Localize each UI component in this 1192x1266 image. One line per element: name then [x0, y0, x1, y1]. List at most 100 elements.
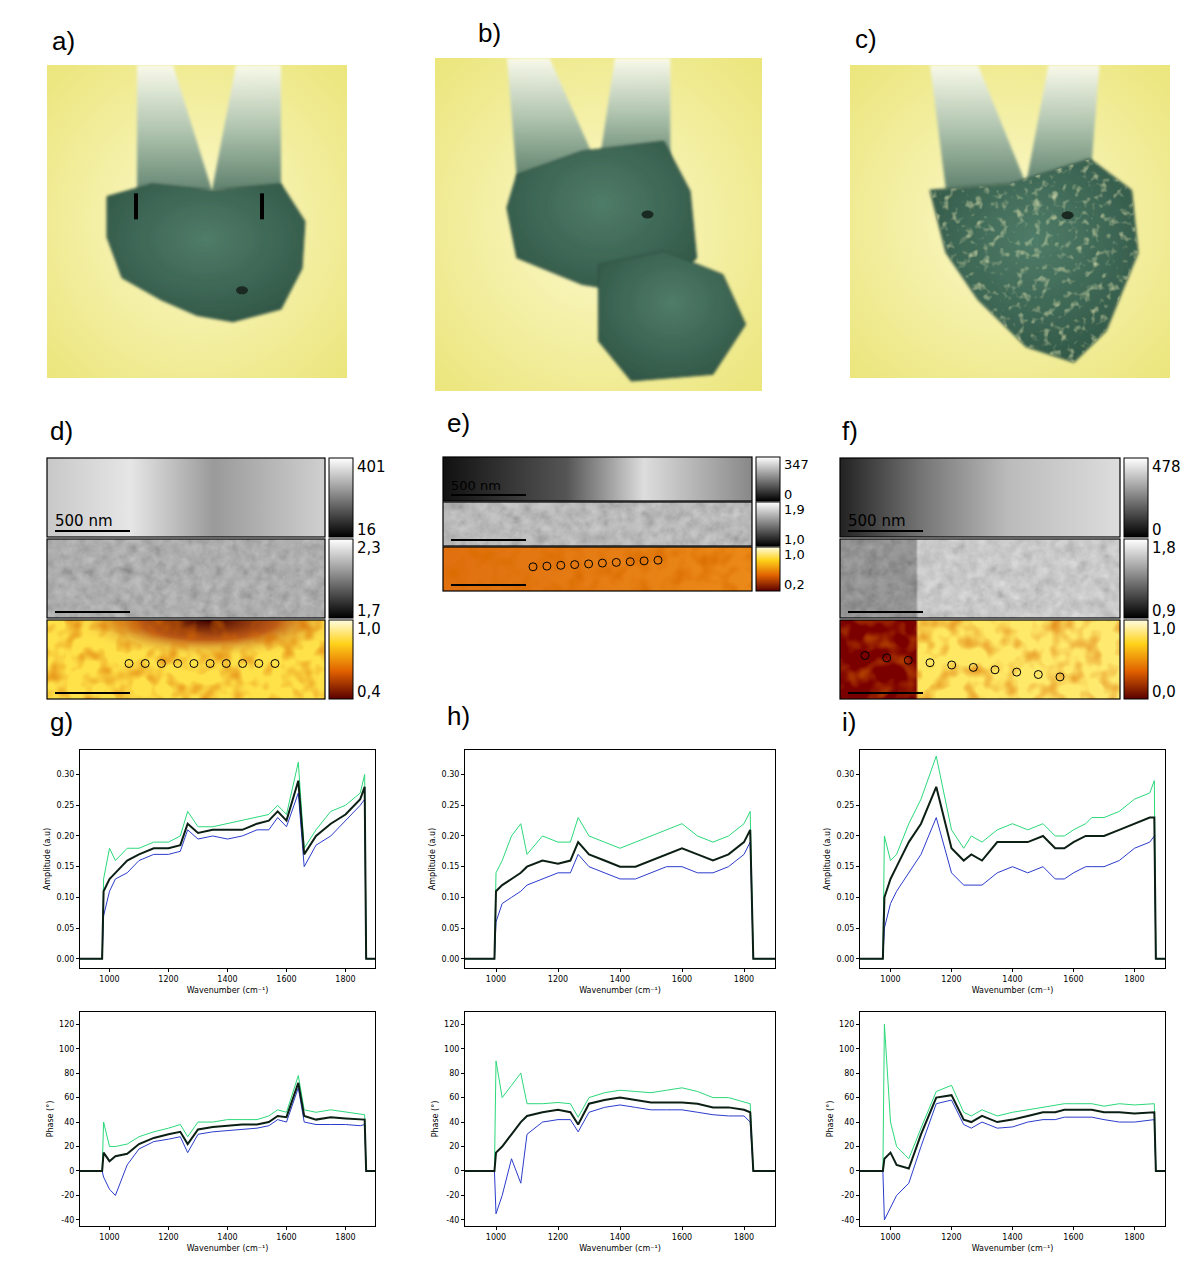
svg-text:1800: 1800 — [1124, 975, 1144, 984]
svg-text:1600: 1600 — [276, 1233, 296, 1242]
svg-text:0.20: 0.20 — [837, 832, 855, 841]
svg-text:-20: -20 — [61, 1191, 74, 1200]
svg-text:0.30: 0.30 — [57, 770, 75, 779]
svg-text:16: 16 — [357, 521, 376, 539]
svg-text:1800: 1800 — [734, 1233, 754, 1242]
svg-text:0.15: 0.15 — [837, 862, 855, 871]
svg-text:120: 120 — [444, 1020, 459, 1029]
svg-text:0.15: 0.15 — [57, 862, 75, 871]
svg-text:1800: 1800 — [1124, 1233, 1144, 1242]
svg-text:Wavenumber (cm⁻¹): Wavenumber (cm⁻¹) — [187, 986, 269, 995]
svg-text:1,0: 1,0 — [784, 547, 805, 562]
svg-text:1400: 1400 — [217, 975, 237, 984]
svg-text:40: 40 — [844, 1118, 854, 1127]
svg-text:1,0: 1,0 — [357, 620, 381, 638]
svg-text:1000: 1000 — [99, 975, 119, 984]
svg-text:100: 100 — [444, 1044, 459, 1053]
svg-text:0,4: 0,4 — [357, 683, 381, 701]
svg-text:1000: 1000 — [880, 975, 900, 984]
svg-text:0.25: 0.25 — [837, 801, 855, 810]
svg-text:1,9: 1,9 — [784, 502, 805, 517]
svg-text:60: 60 — [449, 1093, 459, 1102]
svg-text:f): f) — [842, 416, 858, 446]
svg-text:1000: 1000 — [880, 1233, 900, 1242]
svg-text:Phase (°): Phase (°) — [431, 1101, 440, 1138]
svg-text:0: 0 — [849, 1167, 854, 1176]
svg-text:1400: 1400 — [1002, 1233, 1022, 1242]
svg-text:Phase (°): Phase (°) — [46, 1101, 55, 1138]
svg-text:1400: 1400 — [610, 1233, 630, 1242]
svg-text:1400: 1400 — [1002, 975, 1022, 984]
svg-text:80: 80 — [449, 1069, 459, 1078]
svg-text:20: 20 — [844, 1142, 854, 1151]
svg-text:1200: 1200 — [941, 1233, 961, 1242]
svg-text:0.20: 0.20 — [442, 832, 460, 841]
svg-text:1200: 1200 — [548, 1233, 568, 1242]
svg-text:20: 20 — [64, 1142, 74, 1151]
svg-text:0,0: 0,0 — [1152, 683, 1176, 701]
svg-text:Phase (°): Phase (°) — [826, 1101, 835, 1138]
svg-text:1000: 1000 — [99, 1233, 119, 1242]
svg-text:0: 0 — [454, 1167, 459, 1176]
svg-text:0.00: 0.00 — [57, 955, 75, 964]
svg-text:Wavenumber (cm⁻¹): Wavenumber (cm⁻¹) — [972, 1244, 1054, 1253]
svg-text:1800: 1800 — [335, 975, 355, 984]
svg-text:0.30: 0.30 — [837, 770, 855, 779]
svg-text:500 nm: 500 nm — [55, 512, 113, 530]
svg-text:1,8: 1,8 — [1152, 539, 1176, 557]
svg-text:0.10: 0.10 — [442, 893, 460, 902]
svg-text:1600: 1600 — [1063, 1233, 1083, 1242]
svg-text:Wavenumber (cm⁻¹): Wavenumber (cm⁻¹) — [579, 986, 661, 995]
svg-text:478: 478 — [1152, 458, 1181, 476]
svg-text:-20: -20 — [841, 1191, 854, 1200]
svg-text:0.00: 0.00 — [837, 955, 855, 964]
svg-text:1200: 1200 — [941, 975, 961, 984]
svg-text:120: 120 — [839, 1020, 854, 1029]
svg-text:b): b) — [478, 18, 501, 48]
svg-text:0.25: 0.25 — [57, 801, 75, 810]
svg-text:40: 40 — [64, 1118, 74, 1127]
svg-text:1200: 1200 — [548, 975, 568, 984]
svg-text:0.05: 0.05 — [442, 924, 460, 933]
svg-text:1400: 1400 — [217, 1233, 237, 1242]
svg-text:0.20: 0.20 — [57, 832, 75, 841]
svg-text:401: 401 — [357, 458, 386, 476]
svg-text:1800: 1800 — [335, 1233, 355, 1242]
svg-text:40: 40 — [449, 1118, 459, 1127]
svg-text:1,0: 1,0 — [1152, 620, 1176, 638]
svg-text:347: 347 — [784, 457, 809, 472]
svg-text:1200: 1200 — [158, 975, 178, 984]
svg-text:1000: 1000 — [486, 975, 506, 984]
svg-text:1600: 1600 — [1063, 975, 1083, 984]
svg-text:2,3: 2,3 — [357, 539, 381, 557]
svg-text:d): d) — [50, 416, 73, 446]
svg-text:500 nm: 500 nm — [848, 512, 906, 530]
svg-text:Wavenumber (cm⁻¹): Wavenumber (cm⁻¹) — [579, 1244, 661, 1253]
svg-text:Amplitude (a.u): Amplitude (a.u) — [823, 828, 832, 890]
svg-text:Wavenumber (cm⁻¹): Wavenumber (cm⁻¹) — [187, 1244, 269, 1253]
svg-text:Amplitude (a.u): Amplitude (a.u) — [428, 828, 437, 890]
svg-text:0.30: 0.30 — [442, 770, 460, 779]
svg-text:1400: 1400 — [610, 975, 630, 984]
svg-text:1600: 1600 — [672, 1233, 692, 1242]
svg-text:a): a) — [52, 26, 75, 56]
svg-text:0: 0 — [784, 487, 792, 502]
svg-text:c): c) — [855, 24, 877, 54]
svg-text:-40: -40 — [446, 1216, 459, 1225]
svg-text:0: 0 — [1152, 521, 1162, 539]
svg-text:100: 100 — [59, 1044, 74, 1053]
svg-text:60: 60 — [844, 1093, 854, 1102]
svg-text:0.05: 0.05 — [837, 924, 855, 933]
svg-text:100: 100 — [839, 1044, 854, 1053]
svg-text:-40: -40 — [61, 1216, 74, 1225]
svg-text:1600: 1600 — [276, 975, 296, 984]
svg-text:0,2: 0,2 — [784, 577, 805, 592]
svg-text:0,9: 0,9 — [1152, 602, 1176, 620]
svg-text:80: 80 — [844, 1069, 854, 1078]
svg-text:60: 60 — [64, 1093, 74, 1102]
svg-text:500 nm: 500 nm — [451, 478, 501, 493]
svg-text:0.25: 0.25 — [442, 801, 460, 810]
svg-text:Wavenumber (cm⁻¹): Wavenumber (cm⁻¹) — [972, 986, 1054, 995]
svg-text:0.00: 0.00 — [442, 955, 460, 964]
svg-text:80: 80 — [64, 1069, 74, 1078]
